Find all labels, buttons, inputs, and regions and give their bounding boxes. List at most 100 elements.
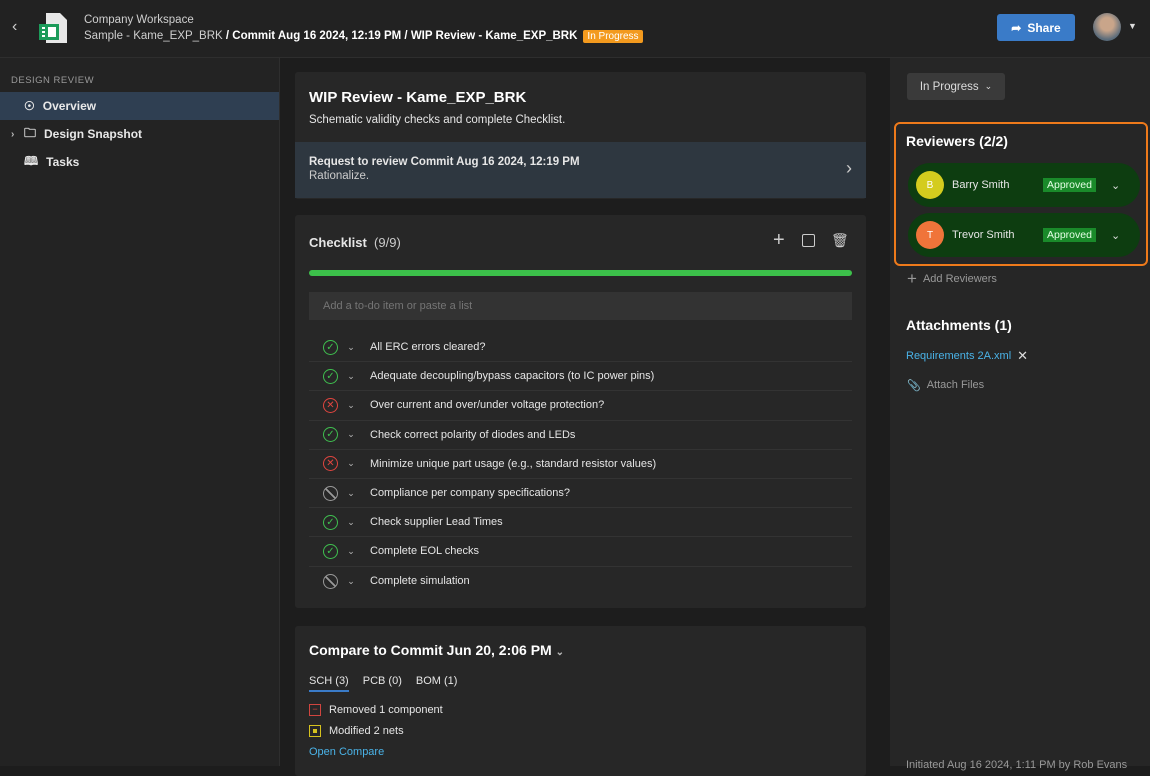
project-logo-icon: [39, 13, 67, 43]
chevron-down-icon[interactable]: ⌄: [347, 341, 355, 352]
chevron-down-icon: ⌄: [555, 647, 564, 658]
check-circle-icon[interactable]: ✓: [323, 339, 338, 355]
checklist-progress-bar: [309, 270, 852, 276]
progress-fill: [309, 270, 852, 276]
request-subtitle: Rationalize.: [309, 170, 370, 182]
compare-title[interactable]: Compare to Commit Jun 20, 2:06 PM ⌄: [309, 642, 564, 658]
not-applicable-icon[interactable]: [323, 485, 338, 501]
checklist-item[interactable]: ✕ ⌄ Over current and over/under voltage pr…: [309, 391, 852, 421]
removed-icon: −: [309, 704, 321, 716]
reviewers-title: Reviewers (2/2): [906, 133, 1008, 149]
sidebar-item-tasks[interactable]: 🕮 Tasks: [0, 148, 279, 176]
request-title: Request to review Commit Aug 16 2024, 12…: [309, 156, 580, 168]
todo-input[interactable]: [309, 292, 852, 320]
close-icon[interactable]: ✕: [1017, 348, 1029, 363]
status-dropdown[interactable]: In Progress ⌄: [907, 73, 1005, 100]
tab-pcb[interactable]: PCB (0): [362, 675, 402, 687]
status-dropdown-value: In Progress: [919, 80, 979, 93]
sidebar-section-title: DESIGN REVIEW: [11, 75, 95, 86]
checklist-item-label: Complete simulation: [370, 575, 470, 588]
tab-bom[interactable]: BOM (1): [415, 675, 458, 687]
chevron-down-icon[interactable]: ⌄: [347, 575, 355, 586]
chevron-down-icon[interactable]: ⌄: [347, 399, 355, 410]
checklist-item-label: Over current and over/under voltage prot…: [370, 399, 605, 412]
right-panel: In Progress ⌄ Reviewers (2/2) B Barry Smit…: [890, 58, 1150, 771]
add-icon[interactable]: +: [773, 229, 785, 251]
chevron-down-icon[interactable]: ⌄: [347, 516, 355, 527]
reviewer-avatar: B: [916, 171, 944, 199]
attach-files-label: Attach Files: [926, 379, 985, 391]
review-card: WIP Review - Kame_EXP_BRK Schematic vali…: [295, 72, 866, 199]
compass-icon: ☉: [24, 99, 35, 113]
review-request-link[interactable]: Request to review Commit Aug 16 2024, 12…: [295, 142, 866, 198]
checklist-items: ✓ ⌄ All ERC errors cleared? ✓ ⌄ Adequate deco…: [295, 333, 866, 596]
share-button[interactable]: ➦ Share: [997, 14, 1075, 41]
chevron-right-icon[interactable]: ›: [11, 128, 15, 140]
paperclip-icon: 📎: [907, 380, 921, 392]
avatar[interactable]: [1093, 13, 1121, 41]
checklist-item[interactable]: ✕ ⌄ Minimize unique part usage (e.g., stan…: [309, 450, 852, 479]
status-badge: In Progress: [583, 30, 643, 43]
sidebar-item-design-snapshot[interactable]: › 🗀 Design Snapshot: [0, 120, 279, 148]
add-reviewers-button[interactable]: + Add Reviewers: [907, 269, 997, 289]
tab-sch[interactable]: SCH (3): [309, 675, 349, 692]
attachment-link[interactable]: Requirements 2A.xml: [906, 350, 1012, 362]
chevron-down-icon[interactable]: ⌄: [1111, 179, 1121, 192]
back-icon[interactable]: ‹: [12, 18, 18, 35]
reviewer-item[interactable]: T Trevor Smith Approved ⌄: [908, 213, 1140, 257]
trash-icon[interactable]: 🗑: [831, 232, 849, 248]
check-circle-icon[interactable]: ✓: [323, 368, 338, 384]
reviewer-name: Barry Smith: [952, 179, 1010, 191]
reviewer-avatar: T: [916, 221, 944, 249]
compare-title-text: Compare to Commit Jun 20, 2:06 PM: [309, 642, 552, 658]
chevron-down-icon[interactable]: ▼: [1128, 21, 1137, 31]
share-label: Share: [1027, 20, 1061, 35]
breadcrumb-project[interactable]: Sample - Kame_EXP_BRK: [84, 30, 223, 42]
check-circle-icon[interactable]: ✓: [323, 514, 338, 530]
sidebar: DESIGN REVIEW ☉ Overview › 🗀 Design Snapsho…: [0, 58, 280, 766]
attach-files-button[interactable]: 📎 Attach Files: [907, 379, 984, 392]
checklist-item[interactable]: ✓ ⌄ Complete EOL checks: [309, 537, 852, 567]
open-compare-link[interactable]: Open Compare: [309, 746, 385, 758]
save-icon[interactable]: [802, 234, 815, 247]
x-circle-icon[interactable]: ✕: [323, 456, 338, 472]
check-circle-icon[interactable]: ✓: [323, 543, 338, 559]
check-circle-icon[interactable]: ✓: [323, 427, 338, 443]
chevron-down-icon[interactable]: ⌄: [347, 429, 355, 440]
checklist-item[interactable]: ⌄ Compliance per company specifications?: [309, 479, 852, 509]
checklist-item-label: Check supplier Lead Times: [370, 516, 503, 529]
checklist-item[interactable]: ✓ ⌄ All ERC errors cleared?: [309, 333, 852, 363]
share-icon: ➦: [1011, 20, 1022, 35]
chevron-down-icon[interactable]: ⌄: [347, 545, 355, 556]
checklist-item[interactable]: ✓ ⌄ Check correct polarity of diodes and L…: [309, 421, 852, 450]
checklist-item-label: Adequate decoupling/bypass capacitors (t…: [370, 370, 655, 383]
plus-icon: +: [907, 269, 917, 288]
modified-icon: [309, 725, 321, 737]
folder-icon: 🗀: [24, 125, 37, 140]
checklist-title: Checklist (9/9): [309, 235, 401, 250]
chevron-down-icon[interactable]: ⌄: [347, 370, 355, 381]
review-title: WIP Review - Kame_EXP_BRK: [309, 89, 527, 106]
chevron-down-icon[interactable]: ⌄: [347, 487, 355, 498]
sidebar-item-overview[interactable]: ☉ Overview: [0, 92, 279, 120]
chevron-down-icon[interactable]: ⌄: [347, 458, 355, 469]
checklist-card: Checklist (9/9) + 🗑 ✓ ⌄ All ERC errors cle…: [295, 215, 866, 608]
reviewer-name: Trevor Smith: [952, 229, 1015, 241]
checklist-count: (9/9): [374, 235, 401, 250]
checklist-item-label: Complete EOL checks: [370, 545, 480, 558]
checklist-item[interactable]: ✓ ⌄ Check supplier Lead Times: [309, 508, 852, 538]
checklist-item[interactable]: ⌄ Complete simulation: [309, 567, 852, 596]
reviewer-item[interactable]: B Barry Smith Approved ⌄: [908, 163, 1140, 207]
checklist-item[interactable]: ✓ ⌄ Adequate decoupling/bypass capacitors …: [309, 362, 852, 392]
chevron-down-icon[interactable]: ⌄: [1111, 229, 1121, 242]
approval-badge: Approved: [1043, 178, 1096, 192]
x-circle-icon[interactable]: ✕: [323, 397, 338, 413]
compare-card: Compare to Commit Jun 20, 2:06 PM ⌄ SCH …: [295, 626, 866, 776]
checklist-item-label: Minimize unique part usage (e.g., standa…: [370, 457, 657, 470]
breadcrumb: Sample - Kame_EXP_BRK / Commit Aug 16 20…: [84, 30, 643, 43]
workspace-name: Company Workspace: [84, 14, 194, 26]
sidebar-item-label: Design Snapshot: [44, 127, 143, 141]
header: ‹ Company Workspace Sample - Kame_EXP_BR…: [0, 0, 1150, 58]
not-applicable-icon[interactable]: [323, 573, 338, 589]
